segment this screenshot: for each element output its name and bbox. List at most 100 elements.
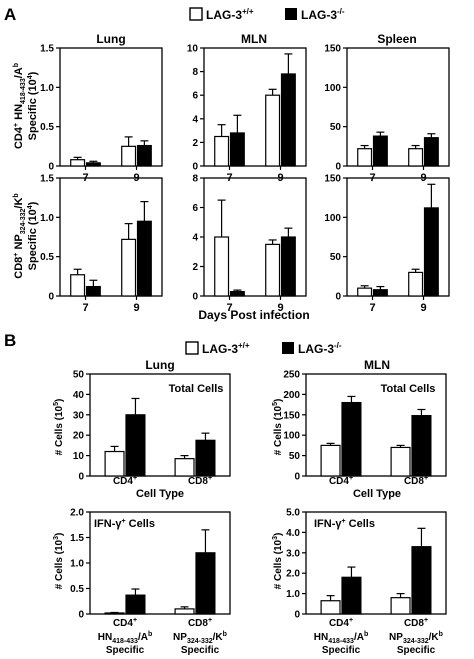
chart-0-ytick-label-3: 1.5: [40, 44, 54, 55]
chart-6-bar-0-0: [104, 450, 125, 477]
panel-a-xlabel: Days Post infection: [198, 308, 309, 322]
chart-3-bar-1-1: [136, 220, 152, 297]
b-top-lung-cat-1: CD8+: [188, 475, 212, 487]
chart-6-ytick-label-1: 10: [73, 451, 85, 462]
chart-0-bar-0-1: [121, 145, 137, 167]
inset-ifn-lung: IFN-γ+ Cells: [94, 518, 155, 530]
chart-9-bar-0-0: [320, 600, 341, 615]
chart-0-ytick-label-2: 1.0: [40, 83, 54, 94]
chart-1-ytick-label-0: 0: [192, 162, 198, 173]
chart-6: 0 10 20 30 40 50: [73, 370, 231, 483]
chart-5-ytick-label-3: 150: [324, 174, 341, 185]
svg-text:NP324-332/Kb: NP324-332/Kb: [173, 631, 227, 645]
chart-5-bar-0-0: [357, 287, 373, 297]
chart-1-bar-0-0: [214, 135, 230, 167]
svg-text:CD4+: CD4+: [113, 617, 137, 629]
chart-1-ytick-label-3: 6: [192, 91, 198, 102]
chart-8-ytick-label-0: 0: [78, 610, 84, 621]
chart-7: 0 50 100 150 200 250: [283, 370, 447, 483]
chart-8-ytick-label-4: 2.0: [70, 508, 84, 519]
inset-ifn-mln: IFN-γ+ Cells: [314, 518, 375, 530]
legend-b-wt-swatch: [185, 341, 199, 355]
row-label-cd4: CD4+ HN418-433/Ab: [13, 63, 27, 149]
chart-4-bar-0-1: [265, 243, 281, 297]
chart-6-frame: [89, 373, 231, 477]
chart-2-bar-0-1: [408, 148, 424, 167]
b-bottom-mln-cat-1: CD8+ NP324-332/Kb Specific: [389, 617, 443, 656]
chart-4-ytick-label-1: 2: [192, 262, 198, 273]
svg-text:HN418-433/Ab: HN418-433/Ab: [98, 631, 152, 645]
chart-9-bar-0-1: [390, 597, 411, 615]
b-ylabel-lung-bottom: # Cells (103): [53, 533, 65, 590]
svg-text:Specific: Specific: [322, 645, 361, 656]
chart-2-bar-1-0: [372, 135, 388, 167]
chart-8-ytick-label-1: 0.5: [70, 584, 84, 595]
panel-b-legend: LAG-3+/+ LAG-3-/-: [185, 341, 342, 356]
chart-8: 0 0.5 1.0 1.5 2.0: [70, 508, 231, 621]
chart-3-ytick-label-2: 1.0: [40, 213, 54, 224]
chart-2-ytick-label-2: 100: [324, 83, 341, 94]
chart-4-bar-1-1: [280, 236, 296, 297]
chart-5-frame: [346, 177, 450, 297]
chart-7-bar-0-1: [390, 446, 411, 477]
chart-2-bar-0-0: [357, 148, 373, 167]
chart-3-xtick-label-1: 9: [133, 302, 139, 314]
chart-7-frame: [305, 373, 447, 477]
legend-b-wt-label: LAG-3+/+: [202, 341, 250, 356]
chart-9-bar-1-0: [341, 576, 362, 615]
chart-1-bar-1-0: [229, 132, 245, 167]
legend-wt-swatch: [189, 7, 203, 21]
chart-3-bar-1-0: [85, 285, 101, 297]
chart-0-bar-0-0: [70, 159, 86, 167]
chart-3: 0 0.5 1.0 1.5 7 9: [40, 174, 163, 314]
chart-9: 0 1.0 2.0 3.0 4.0 5.0: [286, 508, 447, 621]
legend-ko-label: LAG-3-/-: [301, 7, 345, 22]
chart-5-ytick-label-0: 0: [335, 292, 341, 303]
panel-a-legend: LAG-3+/+ LAG-3-/-: [189, 7, 345, 22]
chart-7-ytick-label-3: 150: [283, 410, 300, 421]
chart-7-bar-1-0: [341, 401, 362, 477]
chart-6-bar-1-0: [125, 414, 146, 477]
chart-1-ytick-label-1: 2: [192, 138, 198, 149]
inset-total-lung: Total Cells: [169, 383, 224, 395]
row-label-cd8: CD8+ NP324-332/Kb: [13, 193, 27, 278]
chart-1-ytick-label-2: 4: [192, 114, 198, 125]
chart-3-ytick-label-3: 1.5: [40, 174, 54, 185]
b-bottom-lung-cat-0: CD4+ HN418-433/Ab Specific: [98, 617, 152, 656]
chart-3-xtick-label-0: 7: [82, 302, 88, 314]
chart-4-xtick-label-0: 7: [226, 302, 232, 314]
b-bottom-mln-cat-0: CD4+ HN418-433/Ab Specific: [314, 617, 368, 656]
panel-b-label: B: [4, 331, 16, 350]
chart-5-bar-1-1: [423, 207, 439, 297]
chart-0-ytick-label-1: 0.5: [40, 122, 54, 133]
chart-7-ytick-label-1: 50: [289, 451, 301, 462]
chart-0-ytick-label-0: 0: [48, 162, 54, 173]
chart-2-ytick-label-0: 0: [335, 162, 341, 173]
svg-text:CD4+: CD4+: [329, 617, 353, 629]
chart-7-ytick-label-0: 0: [294, 472, 300, 483]
chart-7-bar-0-0: [320, 444, 341, 477]
chart-6-ytick-label-4: 40: [73, 390, 85, 401]
chart-3-ytick-label-1: 0.5: [40, 252, 54, 263]
legend-ko-swatch: [285, 8, 297, 20]
svg-text:HN418-433/Ab: HN418-433/Ab: [314, 631, 368, 645]
chart-6-ytick-label-0: 0: [78, 472, 84, 483]
chart-1-frame: [203, 47, 307, 167]
legend-wt-label: LAG-3+/+: [206, 7, 254, 22]
b-top-mln-cat-0: CD4+: [329, 475, 353, 487]
row-label-cd4-line2: Specific (104): [27, 71, 39, 140]
chart-9-ytick-label-2: 2.0: [286, 569, 300, 580]
chart-8-bar-1-1: [195, 552, 216, 615]
chart-4-xtick-label-1: 9: [277, 302, 283, 314]
chart-5-ytick-label-2: 100: [324, 213, 341, 224]
chart-4: 0 2 4 6 8 7 9: [192, 174, 307, 314]
chart-6-ytick-label-3: 30: [73, 410, 85, 421]
chart-3-frame: [59, 177, 163, 297]
chart-9-ytick-label-4: 4.0: [286, 528, 300, 539]
svg-text:CD8+: CD8+: [188, 617, 212, 629]
chart-3-bar-0-0: [70, 274, 86, 297]
